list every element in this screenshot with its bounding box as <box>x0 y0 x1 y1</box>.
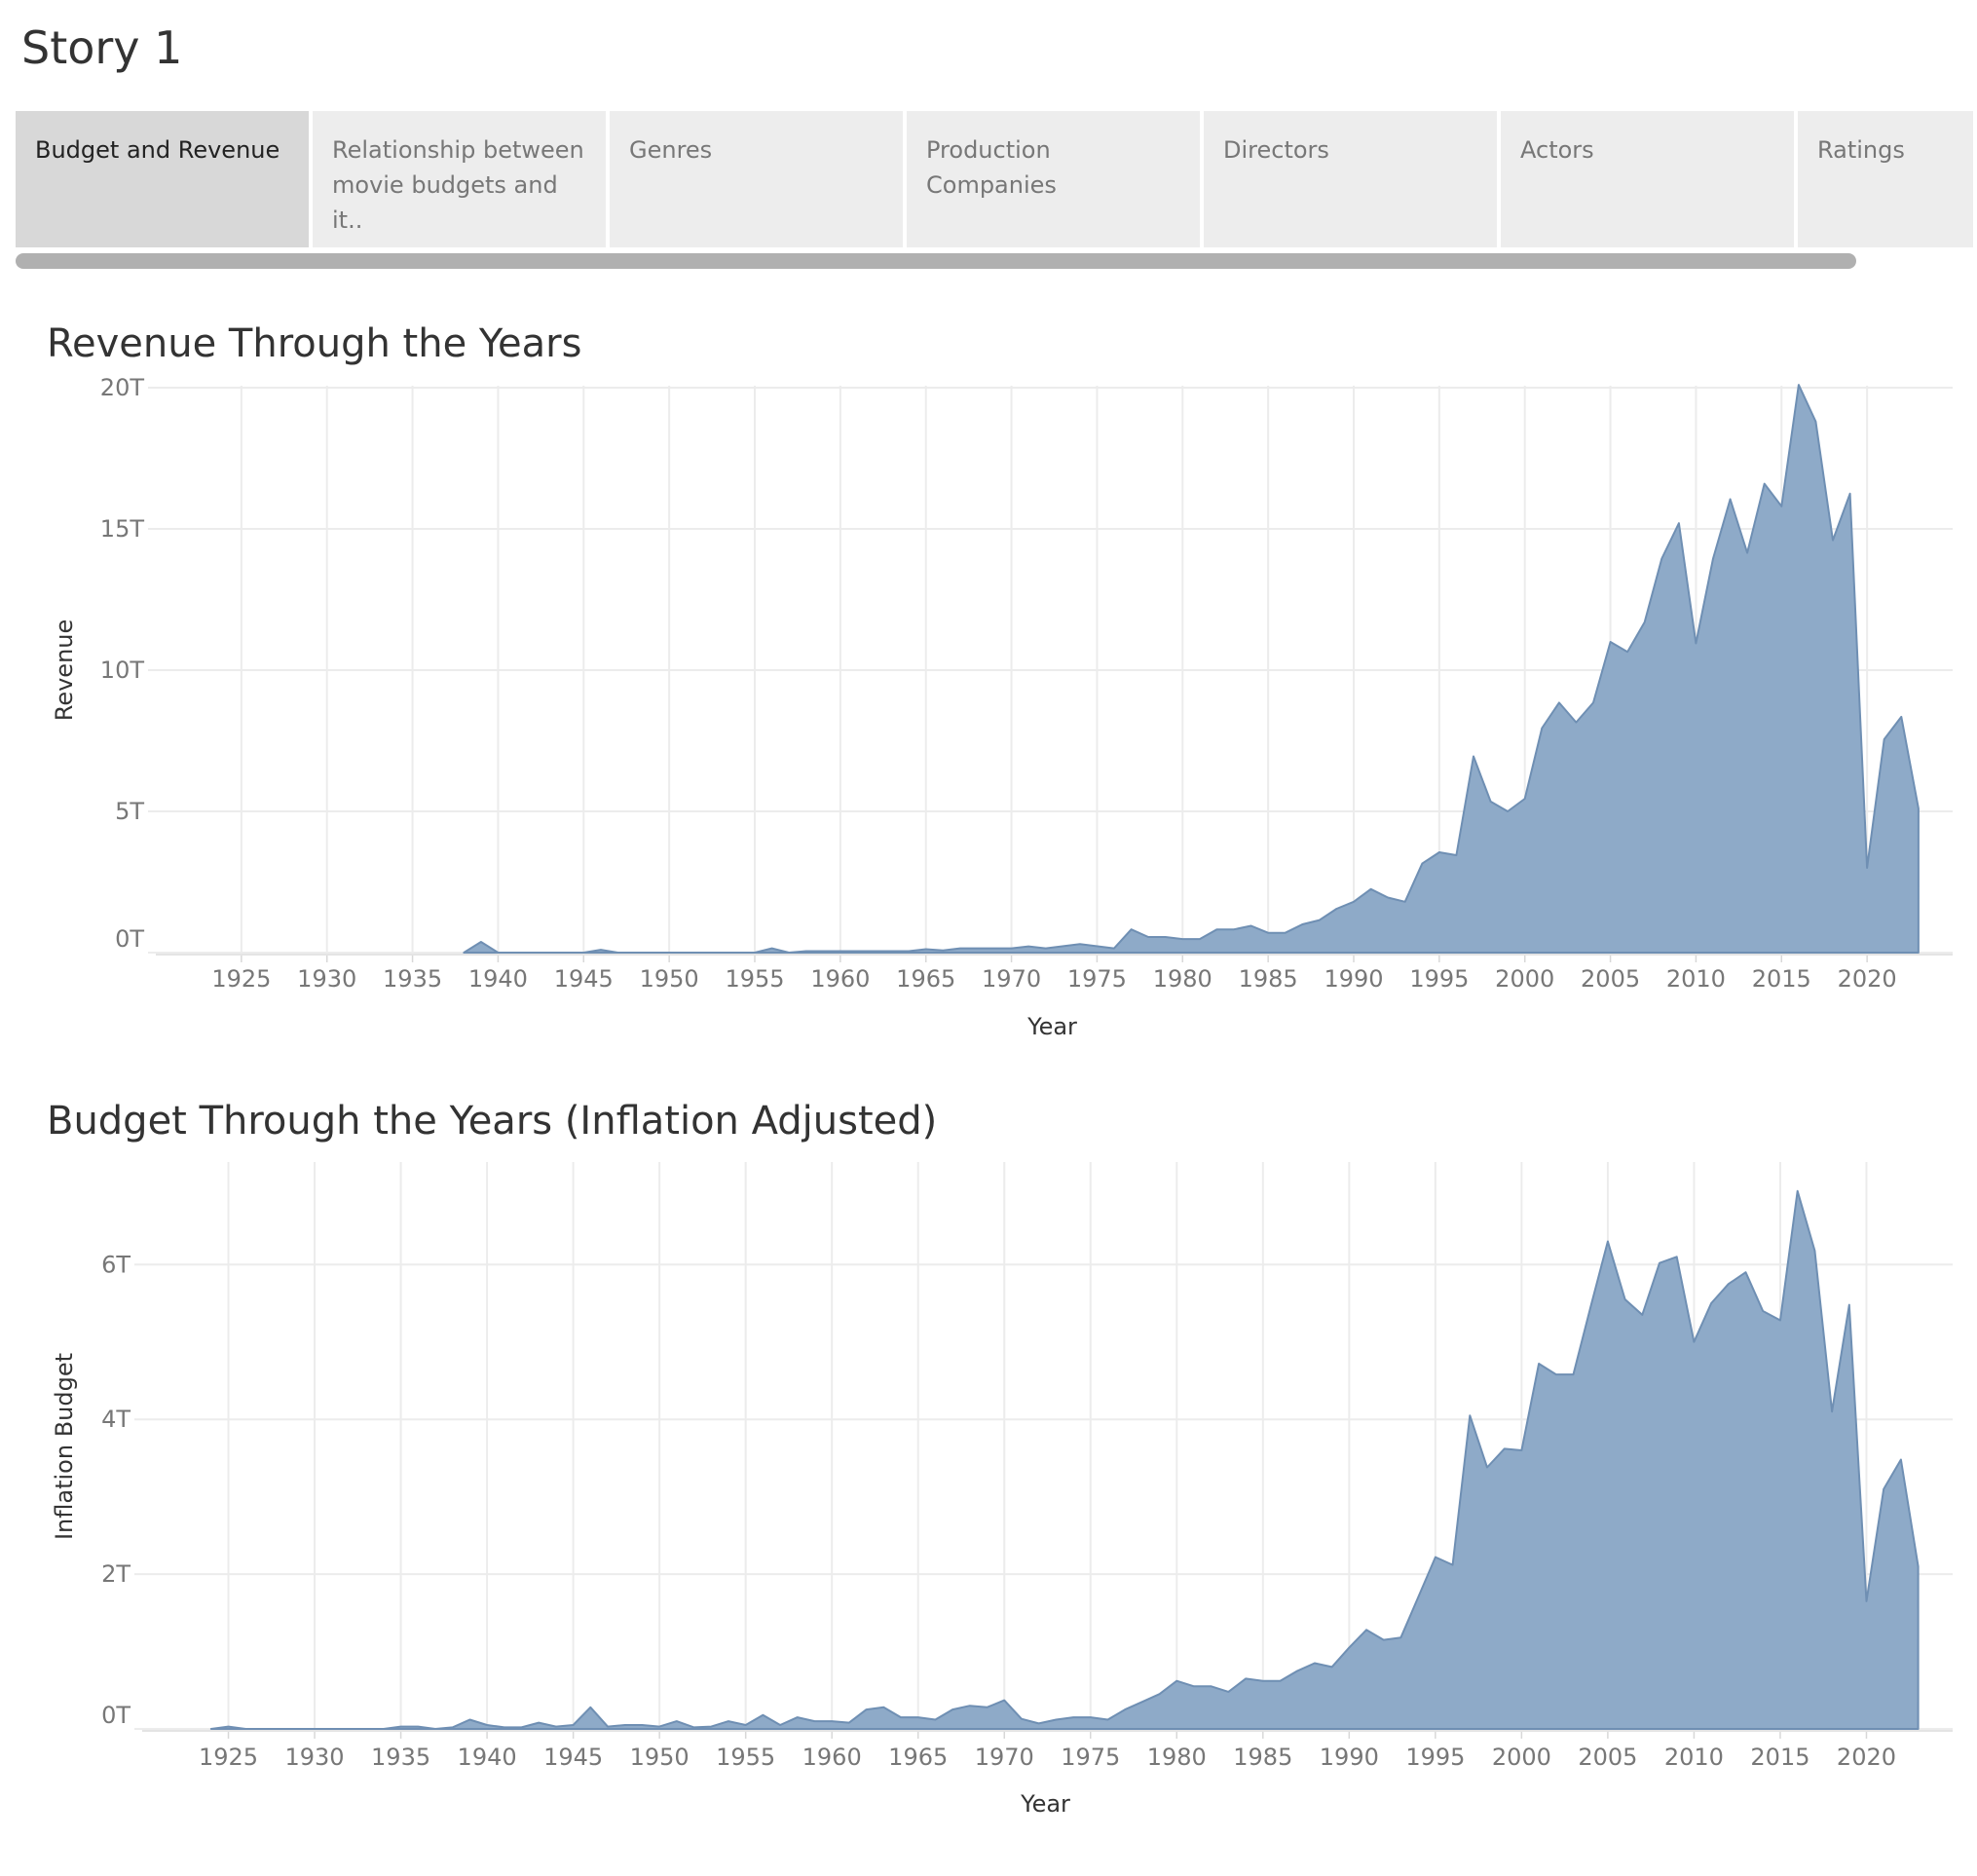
revenue-x-tick-label: 2020 <box>1838 965 1897 993</box>
revenue-x-tick-label: 2005 <box>1581 965 1640 993</box>
tab-budget-and-revenue[interactable]: Budget and Revenue <box>16 111 309 247</box>
budget-area-series <box>209 1189 1920 1730</box>
budget-x-tick-label: 1945 <box>543 1744 603 1771</box>
revenue-x-tick-label: 1935 <box>383 965 442 993</box>
budget-y-tick-label: 0T <box>101 1702 131 1729</box>
revenue-y-tick-label: 10T <box>100 657 145 684</box>
tab-relationship-between-budgets[interactable]: Relationship between movie budgets and i… <box>313 111 606 247</box>
revenue-x-tick-label: 1965 <box>896 965 955 993</box>
budget-y-axis-label: Inflation Budget <box>51 1353 78 1540</box>
revenue-x-tick-label: 2000 <box>1495 965 1554 993</box>
budget-x-tick-label: 1960 <box>802 1744 862 1771</box>
budget-x-tick-label: 2015 <box>1750 1744 1809 1771</box>
story-tab-bar: Budget and Revenue Relationship between … <box>16 111 1977 247</box>
revenue-x-tick-label: 1930 <box>297 965 356 993</box>
budget-x-tick-label: 2010 <box>1664 1744 1724 1771</box>
budget-x-tick-label: 1975 <box>1061 1744 1120 1771</box>
revenue-x-tick-label: 1970 <box>982 965 1041 993</box>
revenue-x-tick-label: 1980 <box>1153 965 1212 993</box>
revenue-x-tick-label: 1975 <box>1067 965 1127 993</box>
revenue-x-tick-label: 1985 <box>1239 965 1298 993</box>
revenue-x-axis-label: Year <box>1026 1013 1077 1040</box>
budget-x-tick-label: 1955 <box>716 1744 775 1771</box>
revenue-y-tick-label: 15T <box>100 515 145 543</box>
budget-chart-title: Budget Through the Years (Inflation Adju… <box>47 1099 938 1144</box>
story-title: Story 1 <box>21 21 183 74</box>
revenue-x-tick-label: 1960 <box>810 965 870 993</box>
revenue-x-tick-label: 1940 <box>468 965 528 993</box>
revenue-x-tick-label: 1990 <box>1324 965 1383 993</box>
budget-x-tick-label: 1950 <box>630 1744 690 1771</box>
budget-x-tick-label: 2020 <box>1837 1744 1896 1771</box>
budget-x-tick-label: 1985 <box>1233 1744 1292 1771</box>
revenue-x-tick-label: 2010 <box>1666 965 1726 993</box>
budget-x-tick-label: 1935 <box>371 1744 430 1771</box>
budget-x-tick-label: 2000 <box>1492 1744 1551 1771</box>
budget-y-tick-label: 6T <box>101 1251 131 1278</box>
revenue-chart-title: Revenue Through the Years <box>47 321 582 366</box>
revenue-x-tick-label: 1950 <box>640 965 699 993</box>
budget-x-tick-label: 1980 <box>1147 1744 1207 1771</box>
revenue-x-tick-label: 1945 <box>554 965 614 993</box>
budget-x-tick-label: 1965 <box>888 1744 948 1771</box>
revenue-y-tick-label: 5T <box>115 798 144 825</box>
revenue-y-axis-label: Revenue <box>51 619 78 722</box>
tab-production-companies[interactable]: Production Companies <box>907 111 1200 247</box>
tab-genres[interactable]: Genres <box>610 111 903 247</box>
tab-directors[interactable]: Directors <box>1204 111 1497 247</box>
budget-x-axis-label: Year <box>1020 1790 1070 1818</box>
revenue-x-tick-label: 1955 <box>725 965 784 993</box>
budget-x-tick-label: 2005 <box>1578 1744 1637 1771</box>
budget-y-tick-label: 4T <box>101 1406 131 1433</box>
revenue-x-tick-label: 1995 <box>1409 965 1469 993</box>
revenue-x-tick-label: 1925 <box>211 965 271 993</box>
budget-x-tick-label: 1930 <box>285 1744 345 1771</box>
budget-x-tick-label: 1970 <box>975 1744 1034 1771</box>
revenue-y-tick-label: 20T <box>100 374 145 401</box>
tab-scrollbar[interactable] <box>16 253 1856 269</box>
budget-x-tick-label: 1995 <box>1405 1744 1465 1771</box>
revenue-y-tick-label: 0T <box>115 925 144 953</box>
budget-x-tick-label: 1990 <box>1320 1744 1379 1771</box>
budget-x-tick-label: 1925 <box>199 1744 258 1771</box>
revenue-x-tick-label: 2015 <box>1752 965 1811 993</box>
budget-x-tick-label: 1940 <box>458 1744 517 1771</box>
budget-y-tick-label: 2T <box>101 1560 131 1588</box>
tab-ratings[interactable]: Ratings <box>1798 111 1973 247</box>
revenue-area-series <box>463 384 1920 954</box>
tab-actors[interactable]: Actors <box>1501 111 1794 247</box>
